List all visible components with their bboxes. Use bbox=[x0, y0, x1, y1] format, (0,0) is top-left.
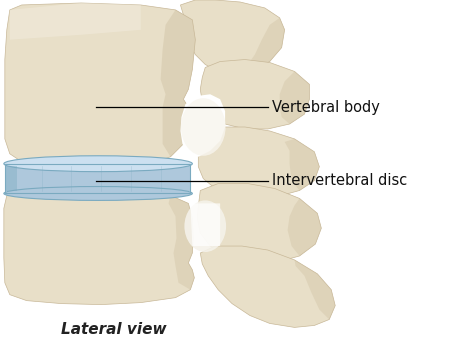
Polygon shape bbox=[5, 3, 195, 167]
Text: Intervertebral disc: Intervertebral disc bbox=[272, 173, 407, 188]
Polygon shape bbox=[248, 18, 284, 70]
Text: Lateral view: Lateral view bbox=[62, 323, 167, 338]
Ellipse shape bbox=[181, 98, 226, 156]
Ellipse shape bbox=[4, 156, 192, 172]
Polygon shape bbox=[181, 94, 225, 157]
Polygon shape bbox=[288, 198, 321, 256]
Polygon shape bbox=[181, 0, 284, 74]
Polygon shape bbox=[284, 139, 319, 191]
Polygon shape bbox=[5, 166, 191, 192]
Polygon shape bbox=[5, 166, 17, 192]
Polygon shape bbox=[169, 195, 194, 290]
Polygon shape bbox=[4, 192, 194, 305]
Polygon shape bbox=[294, 260, 335, 320]
Polygon shape bbox=[191, 203, 220, 246]
Polygon shape bbox=[201, 60, 310, 129]
Polygon shape bbox=[280, 71, 310, 124]
Polygon shape bbox=[10, 3, 141, 40]
Polygon shape bbox=[198, 127, 319, 198]
Polygon shape bbox=[197, 183, 321, 262]
Polygon shape bbox=[161, 10, 195, 157]
Ellipse shape bbox=[4, 187, 192, 201]
Text: Vertebral body: Vertebral body bbox=[272, 100, 380, 115]
Polygon shape bbox=[201, 246, 335, 327]
Ellipse shape bbox=[184, 201, 226, 252]
